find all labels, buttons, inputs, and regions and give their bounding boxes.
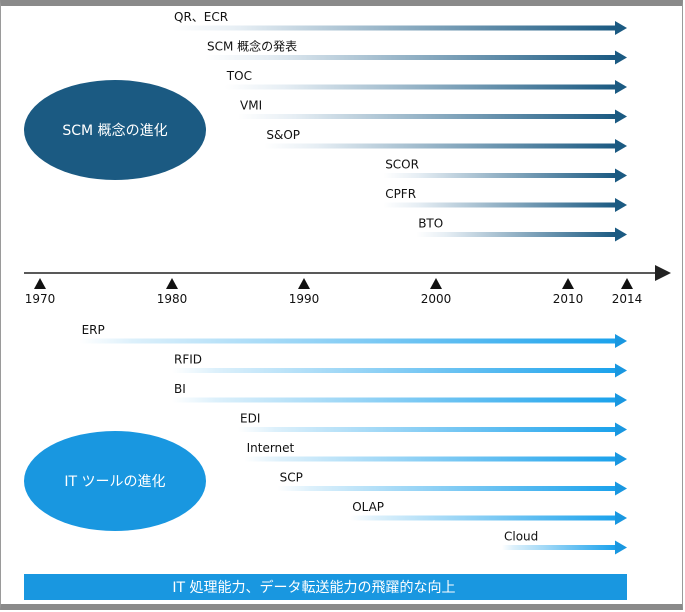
axis-tick: 2010: [553, 278, 584, 306]
scm-arrow-shaft: [416, 232, 615, 237]
it-arrow-head: [615, 422, 627, 437]
scm-arrow-head: [615, 21, 627, 35]
it-arrow-label: EDI: [240, 412, 260, 426]
tick-label: 1990: [289, 292, 320, 306]
scm-arrows: QR、ECR SCM 概念の発表 TOC VMI S&OP SCOR CPFR BTO: [172, 10, 627, 242]
scm-arrow-label: BTO: [418, 217, 443, 231]
it-arrow-label: Internet: [247, 441, 295, 455]
scm-arrow-head: [615, 198, 627, 212]
scm-arrow-shaft: [205, 55, 615, 60]
it-arrow-head: [615, 363, 627, 378]
banner: IT 処理能力、データ転送能力の飛躍的な向上: [24, 574, 627, 600]
tick-marker: [621, 278, 633, 289]
scm-arrow-head: [615, 168, 627, 183]
scm-arrow-label: TOC: [226, 69, 252, 83]
scm-arrow-head: [615, 109, 627, 124]
it-arrow-head: [615, 540, 627, 555]
it-arrow-head: [615, 452, 627, 466]
scm-arrow-label: CPFR: [385, 187, 416, 201]
scm-arrow: SCOR: [383, 158, 627, 183]
scm-arrow-label: VMI: [240, 99, 262, 113]
it-arrow-label: Cloud: [504, 530, 538, 544]
it-arrow: OLAP: [350, 500, 627, 525]
it-ellipse: IT ツールの進化: [24, 431, 206, 531]
scm-arrow-head: [615, 227, 627, 242]
scm-arrow: TOC: [224, 69, 627, 94]
tick-marker: [298, 278, 310, 289]
tick-marker: [430, 278, 442, 289]
axis-tick: 2014: [612, 278, 643, 306]
tick-label: 2000: [421, 292, 452, 306]
it-arrow-head: [615, 393, 627, 407]
scm-arrow-label: SCM 概念の発表: [207, 39, 297, 54]
scm-arrow: VMI: [238, 99, 627, 124]
axis-tick: 2000: [421, 278, 452, 306]
scm-arrow-shaft: [238, 114, 615, 119]
tick-marker: [166, 278, 178, 289]
axis-tick: 1990: [289, 278, 320, 306]
banner-bar: [24, 574, 627, 600]
it-arrow: BI: [172, 382, 627, 407]
scm-arrow-head: [615, 50, 627, 65]
axis-ticks: 1970 1980 1990 2000 2010 2014: [25, 278, 643, 306]
it-arrow-shaft: [172, 397, 615, 403]
scm-arrow: CPFR: [383, 187, 627, 212]
it-arrow-label: BI: [174, 382, 186, 396]
it-arrow: RFID: [172, 353, 627, 378]
it-arrow-head: [615, 334, 627, 348]
it-arrow: EDI: [238, 412, 627, 437]
it-arrow-shaft: [244, 456, 615, 462]
scm-ellipse: SCM 概念の進化: [24, 80, 206, 180]
scm-arrow: SCM 概念の発表: [205, 39, 627, 65]
it-arrow-shaft: [502, 545, 615, 550]
it-arrow-label: OLAP: [352, 500, 384, 514]
timeline-axis: 1970 1980 1990 2000 2010 2014: [24, 265, 671, 306]
it-arrow-head: [615, 481, 627, 496]
scm-arrow-shaft: [383, 173, 615, 178]
scm-arrow: S&OP: [264, 128, 627, 153]
it-arrow-shaft: [350, 515, 615, 521]
scm-arrow-shaft: [264, 143, 615, 149]
it-arrow-shaft: [238, 427, 615, 432]
tick-label: 1980: [157, 292, 188, 306]
tick-label: 2014: [612, 292, 643, 306]
scm-arrow: BTO: [416, 217, 627, 242]
it-arrow-label: RFID: [174, 353, 202, 367]
it-arrow: SCP: [277, 471, 627, 496]
scm-arrow-label: SCOR: [385, 158, 419, 172]
it-arrow-shaft: [79, 338, 616, 344]
it-arrow-head: [615, 511, 627, 525]
it-arrow: Internet: [244, 441, 627, 466]
scm-arrow-head: [615, 80, 627, 94]
it-arrow-shaft: [277, 486, 615, 491]
scm-arrow-label: S&OP: [266, 128, 300, 142]
it-title: IT ツールの進化: [64, 474, 165, 490]
axis-tick: 1970: [25, 278, 56, 306]
it-arrow: Cloud: [502, 530, 627, 555]
scm-arrow-shaft: [224, 84, 616, 90]
tick-label: 1970: [25, 292, 56, 306]
scm-arrow-label: QR、ECR: [174, 10, 228, 24]
it-arrow-shaft: [172, 368, 615, 373]
it-arrow-label: SCP: [280, 471, 303, 485]
it-arrow-label: ERP: [82, 323, 105, 337]
scm-arrow-shaft: [383, 202, 615, 208]
scm-arrow-shaft: [172, 25, 615, 31]
it-arrow: ERP: [79, 323, 627, 348]
tick-label: 2010: [553, 292, 584, 306]
axis-arrowhead: [655, 265, 671, 281]
scm-arrow-head: [615, 139, 627, 153]
banner-text: IT 処理能力、データ転送能力の飛躍的な向上: [172, 579, 455, 596]
axis-tick: 1980: [157, 278, 188, 306]
tick-marker: [562, 278, 574, 289]
scm-arrow: QR、ECR: [172, 10, 627, 35]
tick-marker: [34, 278, 46, 289]
scm-title: SCM 概念の進化: [62, 122, 167, 139]
it-arrows: ERP RFID BI EDI Internet SCP OLAP Cloud: [79, 323, 627, 555]
